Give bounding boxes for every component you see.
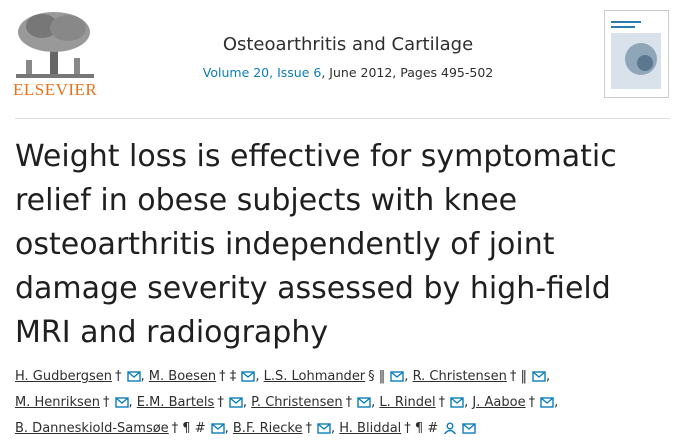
issue-link[interactable]: Volume 20, Issue 6 [202,65,322,80]
author-name[interactable]: J. Aaboe [472,395,526,410]
email-icon[interactable] [462,422,476,434]
email-icon[interactable] [317,422,331,434]
separator: , [330,421,336,436]
separator: , [224,421,229,436]
author-name[interactable]: P. Christensen [251,395,343,410]
author-name[interactable]: B.F. Riecke [232,421,303,436]
separator: , [404,369,409,384]
email-icon[interactable] [532,370,546,382]
affiliation-marks: § ‖ [368,369,386,384]
author: E.M. Bartels †, [137,395,247,410]
email-icon[interactable] [390,370,404,382]
author: B. Danneskiold-Samsøe † ¶ #, [15,421,229,436]
affiliation-marks: † [528,395,536,410]
affiliation-marks: † ‡ [219,369,237,384]
email-icon[interactable] [540,396,554,408]
affiliation-marks: † ¶ # [404,421,439,436]
author: H. Gudbergsen †, [15,369,145,384]
author-name[interactable]: H. Gudbergsen [15,369,113,384]
author-name[interactable]: H. Bliddal [339,421,402,436]
author: M. Boesen † ‡, [149,369,260,384]
journal-title[interactable]: Osteoarthritis and Cartilage [222,34,474,55]
author-list: H. Gudbergsen †, M. Boesen † ‡, L.S. Lohma… [15,364,615,442]
author: H. Bliddal † ¶ # [339,421,476,436]
author-name[interactable]: B. Danneskiold-Samsøe [15,421,169,436]
affiliation-marks: † [345,395,353,410]
publisher-name: ELSEVIER [13,80,98,99]
email-icon[interactable] [450,396,464,408]
separator: , [545,369,551,384]
email-icon[interactable] [114,396,129,408]
author: R. Christensen † ‖, [413,369,551,384]
author-name[interactable]: R. Christensen [412,369,507,384]
separator: , [554,395,559,410]
author: L. Rindel †, [379,395,468,410]
affiliation-marks: † ‖ [509,369,527,384]
email-icon[interactable] [210,422,225,434]
article-title: Weight loss is effective for symptomatic… [15,139,617,350]
issue-details: , June 2012, Pages 495-502 [321,65,494,80]
separator: , [242,395,247,410]
author: J. Aaboe †, [472,395,558,410]
separator: , [371,395,376,410]
profile-icon[interactable] [443,422,457,435]
separator: , [255,369,260,384]
affiliation-marks: † [103,395,110,410]
author: B.F. Riecke †, [233,421,335,436]
author: M. Henriksen †, [15,395,133,410]
author-name[interactable]: E.M. Bartels [136,395,215,410]
separator: , [140,369,145,384]
email-icon[interactable] [357,396,371,408]
email-icon[interactable] [241,370,256,382]
author: P. Christensen †, [251,395,375,410]
affiliation-marks: † [217,395,224,410]
affiliation-marks: † [115,369,122,384]
separator: , [464,395,469,410]
email-icon[interactable] [126,370,141,382]
author: L.S. Lohmander § ‖, [264,369,409,384]
author-name[interactable]: L.S. Lohmander [263,369,366,384]
author-name[interactable]: M. Henriksen [15,395,100,410]
divider [15,118,670,119]
affiliation-marks: † [305,421,312,436]
author-name[interactable]: M. Boesen [148,369,217,384]
issue-info: Volume 20, Issue 6, June 2012, Pages 495… [120,65,576,80]
separator: , [128,395,133,410]
email-icon[interactable] [229,396,243,408]
affiliation-marks: † [438,395,446,410]
publisher-logo [16,12,94,78]
affiliation-marks: † ¶ # [171,421,206,436]
journal-cover[interactable] [604,10,669,98]
author-name[interactable]: L. Rindel [379,395,436,410]
